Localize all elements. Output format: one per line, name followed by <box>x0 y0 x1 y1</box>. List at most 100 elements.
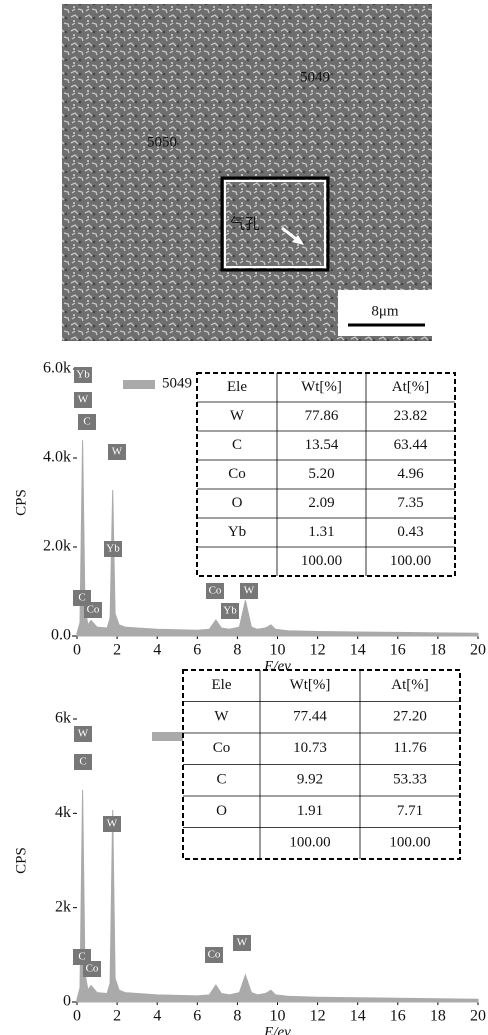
peak-label-box <box>83 961 101 977</box>
y-tick-label: 2.0k <box>43 538 71 555</box>
peak-label-box <box>233 935 251 951</box>
x-tick-label: 12 <box>310 642 326 659</box>
x-tick-label: 8 <box>233 1008 241 1025</box>
peak-label: W <box>107 818 118 830</box>
x-tick-label: 14 <box>350 1008 366 1025</box>
table-cell: 1.31 <box>308 524 334 540</box>
table-cell: At[%] <box>391 677 429 693</box>
arrow-head <box>292 235 304 245</box>
table-cell: 100.00 <box>390 553 431 569</box>
y-tick-label: 6k <box>55 710 71 727</box>
peak-label-box <box>221 603 239 619</box>
table-cell: O <box>216 803 227 819</box>
x-tick-label: 12 <box>310 1008 326 1025</box>
table-cell: 2.09 <box>308 495 334 511</box>
y-tick-label: 4.0k <box>43 449 71 466</box>
image-label: 5049 <box>300 69 330 85</box>
table-cell: 5.20 <box>308 466 334 482</box>
table-cell: 100.00 <box>301 553 342 569</box>
legend-swatch <box>152 732 184 741</box>
table-cell: Co <box>228 466 246 482</box>
scale-label: 8μm <box>371 303 399 319</box>
x-tick-label: 2 <box>113 642 121 659</box>
peak-label: W <box>112 446 123 458</box>
peak-label-box <box>78 414 96 430</box>
image-label: 5050 <box>147 134 177 150</box>
peak-label-box <box>74 726 92 742</box>
peak-label: C <box>78 951 85 963</box>
peak-label: Co <box>208 949 221 961</box>
peak-label-box <box>206 583 224 599</box>
peak-label: C <box>83 416 90 428</box>
y-tick-label: 6.0k <box>43 360 71 377</box>
peak-label-box <box>108 444 126 460</box>
spectrum-chart: 0.02.0k4.0k6.0k0 2 4 6 8 10 12 14 16 18 20E/evCPS5… <box>13 360 486 675</box>
y-axis-label: CPS <box>13 847 29 874</box>
peak-label: W <box>244 585 255 597</box>
table-cell: Wt[%] <box>301 379 342 395</box>
table-cell: 100.00 <box>289 835 330 851</box>
spectrum <box>76 789 479 1003</box>
spectrum-chart: 02k4k6k02468101214161820E/evCPS5050WCWCC… <box>13 669 486 1035</box>
peak-label-box <box>74 754 92 770</box>
x-tick-label: 0 <box>73 1008 81 1025</box>
inset-box <box>224 180 326 268</box>
y-axis-label: CPS <box>13 489 29 516</box>
x-tick-label: 4 <box>153 1008 161 1025</box>
peak-label-box <box>205 947 223 963</box>
x-tick-label: 18 <box>430 1008 446 1025</box>
table-cell: 63.44 <box>394 437 428 453</box>
sem-photo <box>62 4 432 341</box>
peak-label-box <box>74 367 92 383</box>
table-cell: 11.76 <box>393 740 427 756</box>
table-cell: Co <box>213 740 231 756</box>
y-tick-label: 4k <box>55 804 71 821</box>
table-cell: 9.92 <box>297 772 323 788</box>
x-tick-label: 18 <box>430 642 446 659</box>
inset-box <box>220 176 330 272</box>
table-cell: 0.43 <box>397 524 423 540</box>
table-cell: 7.35 <box>397 495 423 511</box>
table-cell: O <box>232 495 243 511</box>
table-cell: 77.44 <box>293 709 327 725</box>
peak-label: C <box>78 592 85 604</box>
legend-label: 5049 <box>162 375 192 391</box>
y-tick-label: 0.0 <box>51 627 71 644</box>
peak-label: C <box>79 756 86 768</box>
peak-label: Co <box>86 963 99 975</box>
peak-label-box <box>104 541 122 557</box>
peak-label: W <box>237 937 248 949</box>
x-tick-label: 2 <box>113 1008 121 1025</box>
peak-label: Yb <box>76 369 90 381</box>
peak-label-box <box>84 602 102 618</box>
x-tick-label: 20 <box>470 642 486 659</box>
table-cell: 53.33 <box>393 772 427 788</box>
peak-label: Co <box>87 604 100 616</box>
x-axis-label: E/ev <box>263 1024 291 1035</box>
peak-label: W <box>78 728 89 740</box>
peak-label-box <box>103 816 121 832</box>
table-cell: Ele <box>227 379 247 395</box>
table-cell: W <box>214 709 229 725</box>
peak-label: Co <box>209 585 222 597</box>
table-cell: 77.86 <box>305 408 339 424</box>
legend-swatch <box>123 380 155 389</box>
peak-label: W <box>78 394 89 406</box>
x-tick-label: 6 <box>193 1008 201 1025</box>
x-tick-label: 10 <box>270 1008 286 1025</box>
table-cell: W <box>230 408 245 424</box>
table-cell: At[%] <box>392 379 430 395</box>
table-cell: 27.20 <box>393 709 427 725</box>
table-cell: 10.73 <box>293 740 327 756</box>
x-tick-label: 8 <box>233 642 241 659</box>
x-tick-label: 10 <box>270 642 286 659</box>
table-cell: Ele <box>212 677 232 693</box>
table-cell: Yb <box>228 524 246 540</box>
x-tick-label: 16 <box>390 1008 406 1025</box>
table-bg <box>196 372 456 577</box>
x-tick-label: 16 <box>390 642 406 659</box>
table-cell: 23.82 <box>394 408 428 424</box>
table-cell: 100.00 <box>389 835 430 851</box>
peak-label: Yb <box>106 543 120 555</box>
